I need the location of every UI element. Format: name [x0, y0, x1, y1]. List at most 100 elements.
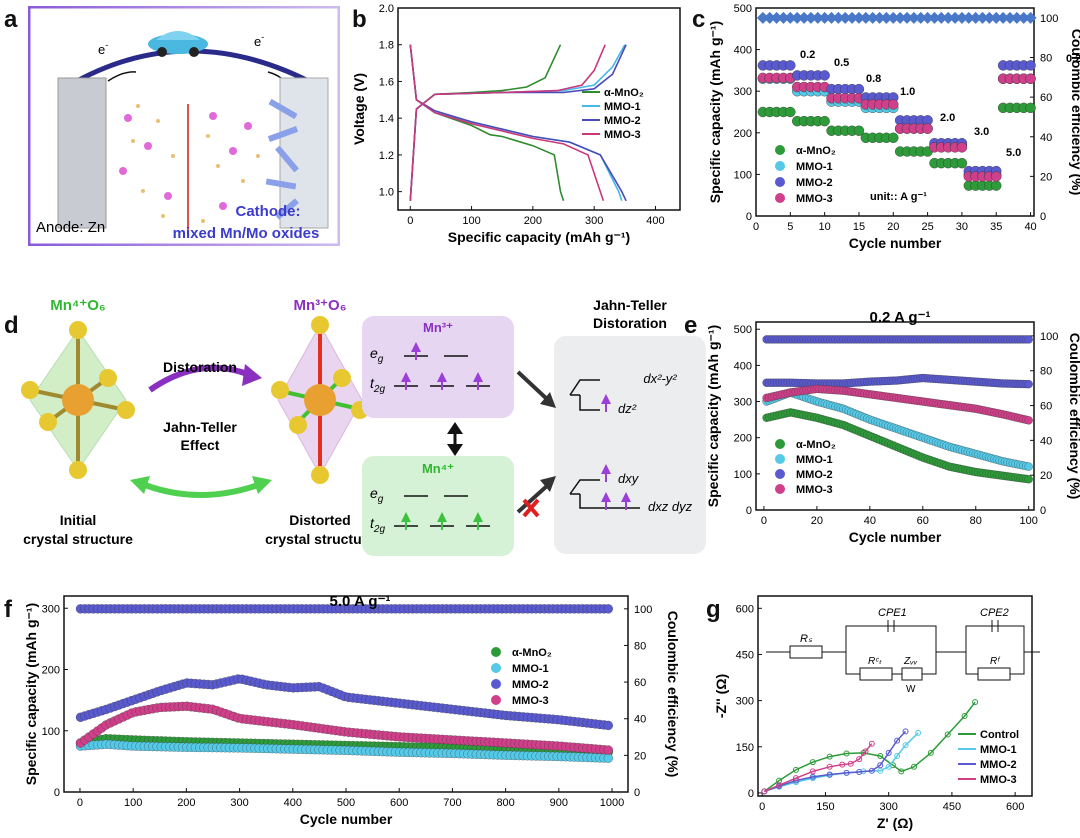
ce-marker [976, 11, 989, 24]
data-point [944, 731, 951, 738]
data-point [792, 775, 799, 782]
capacity-point [1024, 380, 1033, 389]
y-tick-label: 200 [734, 433, 752, 445]
capacity-point [1025, 60, 1036, 71]
x-tick-label: 300 [585, 215, 603, 227]
data-point [877, 762, 884, 769]
cathode-label-1: Cathode: [236, 203, 301, 220]
y-tick-label: 0 [748, 788, 754, 800]
rate-label: 3.0 [974, 126, 989, 138]
jt-effect-label-1: Jahn-Teller [163, 419, 237, 435]
jt-effect-arrow [143, 482, 259, 498]
ce-marker [873, 11, 886, 24]
legend-label: MMO-2 [796, 469, 833, 481]
y-tick-label: 400 [734, 360, 752, 372]
y-tick-label: 1.2 [379, 150, 394, 162]
plot-frame [757, 595, 1033, 797]
legend-swatch [775, 145, 785, 155]
plot-frame [755, 7, 1035, 217]
y2-tick-label: 20 [1040, 470, 1052, 482]
capacity-point [603, 745, 613, 755]
initial-octahedron [21, 321, 135, 479]
legend-label: MMO-2 [604, 115, 641, 127]
mn3-orbital-box [362, 316, 514, 418]
ce-marker [770, 11, 783, 24]
capacity-point [991, 171, 1002, 182]
y-tick-label: 0 [746, 505, 752, 517]
capacity-point [1024, 475, 1033, 484]
rate-label: 0.2 [1066, 53, 1080, 65]
distortion-arrow [148, 364, 252, 393]
rate-label: 0.5 [834, 57, 849, 69]
chart-b: 0 100 200 300 400 1.0 1.2 1.4 1.6 1.8 2.0 Specific … [351, 3, 681, 245]
rate-label: 1.0 [900, 86, 915, 98]
jt-box-title-2: Distoration [593, 315, 667, 331]
data-point [826, 763, 833, 770]
initial-structure-label-2: crystal structure [23, 531, 133, 547]
legend-swatch [775, 454, 785, 464]
x-tick-label: 600 [390, 797, 408, 809]
ce-marker [818, 11, 831, 24]
x-tick-label: 0 [753, 221, 759, 233]
x-tick-label: 700 [443, 797, 461, 809]
series-line [764, 743, 873, 793]
y-axis-label: Specific capacity (mAh g⁻¹) [707, 21, 723, 203]
x-tick-label: 35 [990, 221, 1002, 233]
label-cpe1: CPE1 [878, 607, 907, 619]
legend-label: MMO-3 [796, 484, 833, 496]
legend-label: α-MnO₂ [512, 647, 552, 659]
x-tick-label: 30 [956, 221, 968, 233]
ce-marker [825, 11, 838, 24]
x-tick-label: 10 [819, 221, 831, 233]
distortion-label: Distoration [163, 359, 237, 375]
x-axis-label: Cycle number [849, 235, 942, 251]
distorted-structure-label-1: Distorted [289, 512, 350, 528]
orbital-dxy: dxy [618, 471, 640, 486]
distorted-octahedron [271, 316, 369, 484]
capacity-point [603, 720, 613, 731]
x-tick-label: 400 [646, 215, 664, 227]
capacity-point [819, 70, 830, 81]
ce-marker [866, 11, 879, 24]
orbital-dx2y2: dx²-y² [643, 371, 677, 386]
y2-tick-label: 20 [1040, 171, 1052, 183]
data-point [877, 767, 884, 774]
circuit-wire [822, 625, 1025, 653]
legend-label: α-MnO₂ [604, 87, 644, 99]
y-tick-label: 1.6 [379, 76, 394, 88]
ce-marker [763, 11, 776, 24]
data-point [843, 750, 850, 757]
cpe1-symbol [887, 620, 895, 632]
ce-marker [839, 11, 852, 24]
data-point [809, 759, 816, 766]
capacity-point [853, 83, 865, 95]
y-tick-label: 200 [42, 665, 60, 677]
zn-anode-plate [57, 77, 107, 229]
x-tick-label: 20 [887, 221, 899, 233]
panel-label-e: e [684, 312, 698, 339]
ce-marker [1010, 11, 1023, 24]
anode-label: Anode: Zn [36, 219, 105, 236]
series-line [763, 701, 976, 793]
capacity-point [853, 125, 865, 136]
legend-swatch [775, 439, 785, 449]
y2-tick-label: 60 [1040, 401, 1052, 413]
y-tick-label: 500 [734, 324, 752, 336]
ce-marker [907, 11, 920, 24]
x-tick-label: 300 [879, 801, 897, 813]
data-point [885, 763, 892, 770]
ce-marker [955, 11, 968, 24]
data-point [915, 729, 922, 736]
mn4-o6-label: Mn⁴⁺O₆ [50, 297, 105, 314]
distorted-structure-label-2: crystal structure [265, 531, 375, 547]
circuit-wire [922, 652, 937, 675]
y2-tick-label: 0 [634, 787, 640, 799]
y2-tick-label: 60 [634, 677, 646, 689]
x-tick-label: 400 [284, 797, 302, 809]
capacity-point [888, 132, 899, 143]
warburg-element [901, 667, 923, 681]
y-tick-label: 300 [42, 603, 60, 615]
data-point [809, 768, 816, 775]
ce-marker [997, 11, 1010, 24]
